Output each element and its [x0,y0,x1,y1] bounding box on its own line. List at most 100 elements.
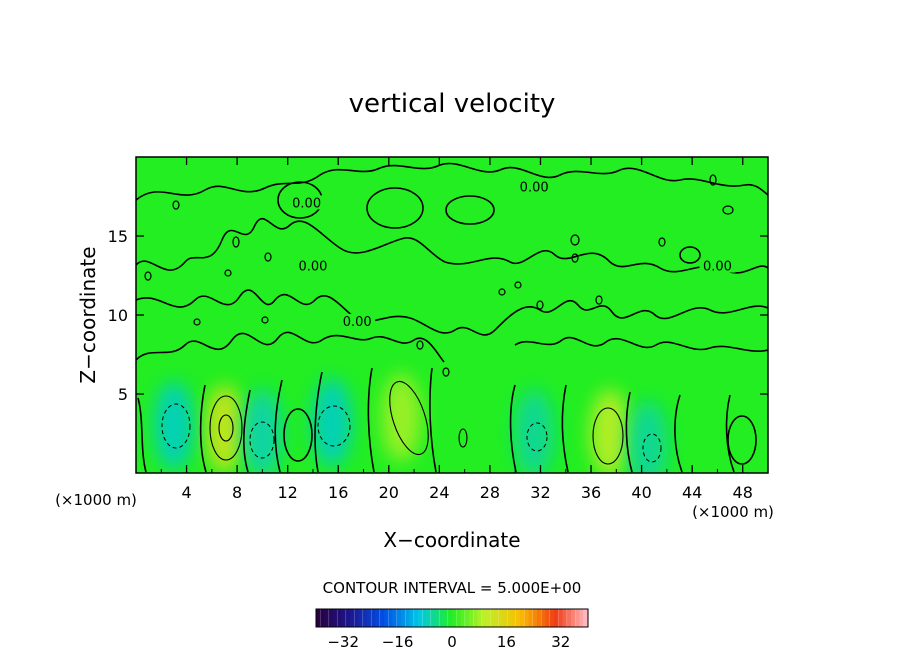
x-tick-label: 12 [278,483,298,502]
contour-label-bg [699,258,736,273]
colorbar-swatch [392,609,398,627]
colorbar-swatch [503,609,508,627]
contour-interval-label: CONTOUR INTERVAL = 5.000E+00 [323,579,582,597]
colorbar-swatch [571,609,576,627]
contour-label: 0.00 [703,260,732,275]
colorbar-swatch [358,609,364,627]
colorbar-swatch [384,609,389,627]
colorbar-ticks: −32 −16 0 16 32 [327,633,570,651]
contour-label-bg [288,195,325,210]
colorbar-swatch [435,609,440,627]
colorbar-swatch [328,609,334,627]
colorbar-swatch [388,609,394,627]
colorbar-frame [315,608,589,628]
colorbar-swatch [447,609,453,627]
colorbar-swatch [422,609,428,627]
colorbar-swatch [566,609,572,627]
colorbar-swatch [409,609,415,627]
field-feature [381,373,422,462]
x-tick-label: 28 [480,483,500,502]
colorbar-swatch [498,609,504,627]
velocity-field [153,373,668,473]
colorbar-tick-label: 16 [497,633,516,651]
colorbar-swatch [541,609,547,627]
y-axis-ticks: 5 10 15 [108,227,768,404]
x-tick-label: 24 [429,483,449,502]
x-axis-ticks: 4 8 12 16 20 24 28 32 36 40 44 48 [160,157,753,502]
contour-label: 0.00 [292,196,321,211]
contour-label-bg [516,179,553,194]
colorbar-swatch [511,609,517,627]
colorbar-tick-label: −16 [382,633,414,651]
contour-label: 0.00 [298,260,327,275]
colorbar-swatch [324,609,330,627]
contour-labels: 0.00 0.00 0.00 0.00 0.00 [288,179,736,330]
colorbar-swatch [494,609,500,627]
x-tick-label: 36 [581,483,601,502]
field-feature [153,381,194,470]
x-tick-label: 44 [682,483,702,502]
colorbar-tick-label: −32 [327,633,359,651]
x-tick-label: 8 [232,483,242,502]
x-tick-label: 4 [181,483,191,502]
colorbar-swatch [456,609,462,627]
colorbar-swatch [575,609,581,627]
colorbar-swatch [537,609,542,627]
colorbar-swatch [405,609,411,627]
colorbar-swatch [418,609,423,627]
colorbar-swatch [426,609,432,627]
x-tick-label: 32 [530,483,550,502]
colorbar-swatch [520,609,525,627]
colorbar-swatch [477,609,483,627]
colorbar-swatch [379,609,385,627]
chart-title: vertical velocity [349,89,556,119]
colorbar-swatch [371,609,377,627]
colorbar-swatch [396,609,402,627]
y-tick-label: 15 [108,227,128,246]
field-feature [242,389,283,473]
colorbar-swatch [333,609,338,627]
colorbar-swatch [549,609,555,627]
colorbar-swatch [316,609,321,627]
colorbar-swatch [413,609,419,627]
colorbar-swatch [443,609,449,627]
x-tick-label: 48 [733,483,753,502]
colorbar-swatch [350,609,355,627]
colorbar-swatch [583,609,589,627]
x-axis-unit-right: (×1000 m) [692,503,774,521]
contour-label-bg [339,313,376,328]
contour-label: 0.00 [520,181,549,196]
colorbar-swatch [490,609,496,627]
colorbar-swatch [481,609,487,627]
x-axis-unit-left: (×1000 m) [55,491,137,509]
colorbar-swatch [464,609,470,627]
colorbar-swatch [354,609,360,627]
colorbar-swatch [345,609,351,627]
x-axis-label: X−coordinate [383,528,520,552]
plot-area: 0.000.000.000.000.00 4 8 12 16 20 24 28 32 36 40 4… [108,156,769,502]
colorbar-swatch [473,609,479,627]
contour-label: 0.00 [343,315,372,330]
colorbar-swatch [515,609,521,627]
colorbar-swatch [524,609,530,627]
colorbar-tick-label: 32 [551,633,570,651]
colorbar-swatch [375,609,381,627]
colorbar-swatch [558,609,564,627]
y-axis-label: Z−coordinate [76,246,100,383]
colorbar-swatch [337,609,343,627]
y-tick-label: 5 [118,385,128,404]
colorbar-swatch [545,609,551,627]
field-feature [627,400,668,473]
y-tick-label: 10 [108,306,128,325]
colorbar-swatch [362,609,368,627]
colorbar-swatch [367,609,372,627]
colorbar-swatch [528,609,534,627]
colorbar-swatch [439,609,445,627]
colorbar-swatch [507,609,513,627]
colorbar-swatch [430,609,436,627]
colorbar-swatch [532,609,538,627]
colorbar-swatch [460,609,466,627]
colorbar-tick-label: 0 [447,633,457,651]
colorbar-swatch [469,609,474,627]
